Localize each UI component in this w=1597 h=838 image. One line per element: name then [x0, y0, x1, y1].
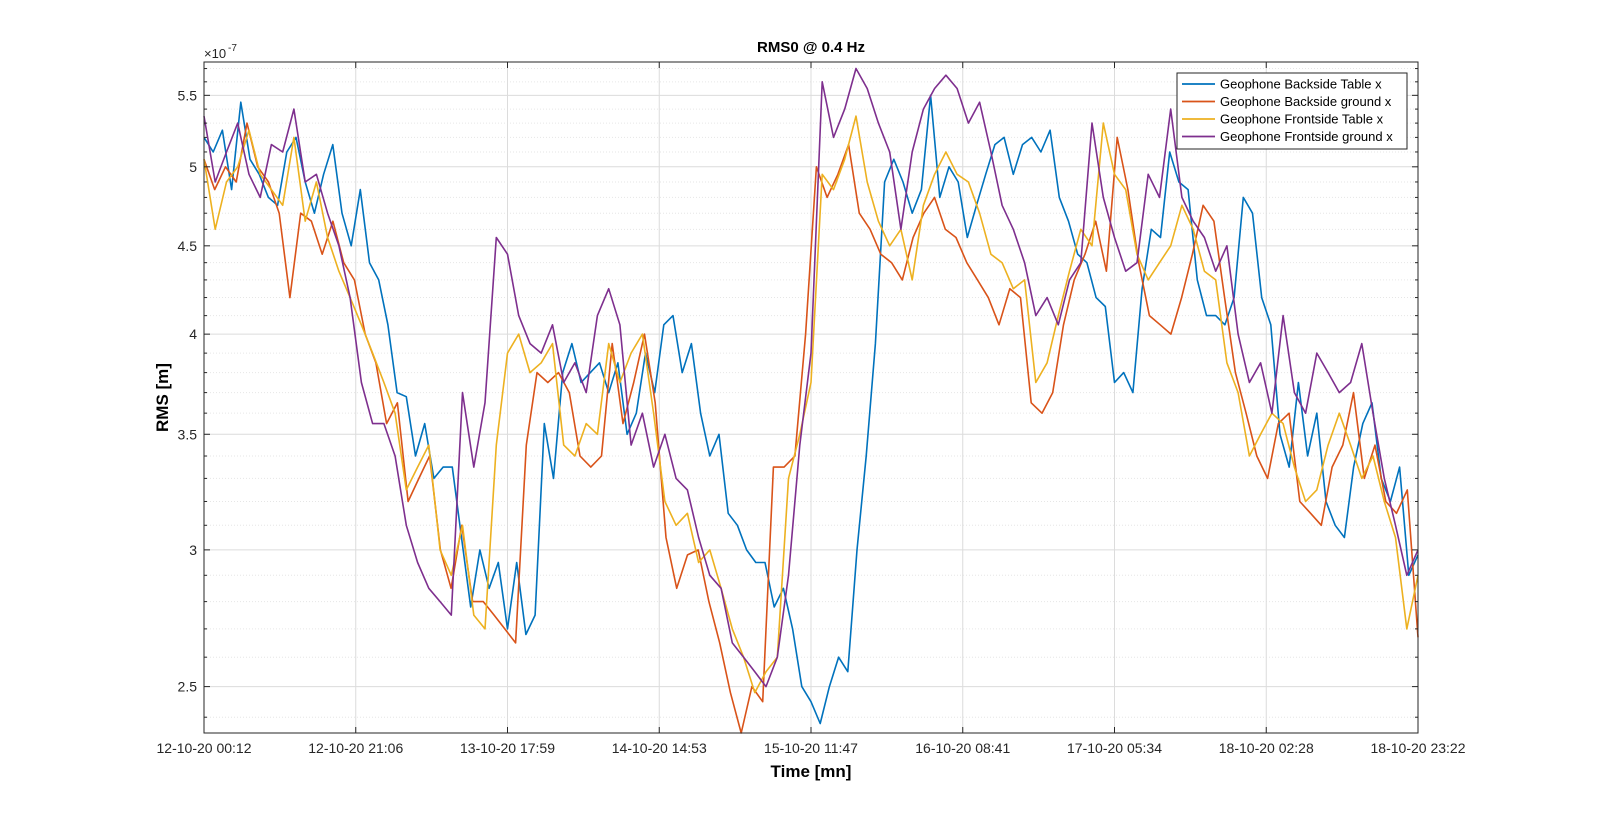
- legend: Geophone Backside Table x Geophone Backsi…: [1176, 72, 1408, 150]
- legend-label: Geophone Backside ground x: [1220, 94, 1392, 109]
- x-tick-label: 14-10-20 14:53: [612, 740, 707, 756]
- x-tick-label: 18-10-20 23:22: [1371, 740, 1466, 756]
- x-tick-label: 13-10-20 17:59: [460, 740, 555, 756]
- y-tick-label: 2.5: [178, 679, 198, 695]
- series-line-3: [203, 115, 1419, 694]
- x-tick-label: 12-10-20 21:06: [308, 740, 403, 756]
- series-line-1: [203, 94, 1419, 725]
- x-axis-label: Time [mn]: [771, 762, 852, 781]
- ticks-layer: [203, 62, 1419, 733]
- y-tick-label: 5.5: [178, 87, 198, 103]
- x-tick-label: 15-10-20 11:47: [764, 740, 858, 756]
- y-axis-label: RMS [m]: [153, 363, 172, 432]
- x-tick-label: 17-10-20 05:34: [1067, 740, 1162, 756]
- y-exponent-base: ×10: [204, 46, 226, 61]
- legend-label: Geophone Backside Table x: [1220, 77, 1382, 92]
- y-tick-label: 4: [189, 326, 197, 342]
- x-tick-labels: 12-10-20 00:12 12-10-20 21:06 13-10-20 17:…: [157, 740, 1466, 756]
- legend-label: Geophone Frontside ground x: [1220, 129, 1393, 144]
- series-layer: [203, 67, 1419, 734]
- major-grid: [204, 62, 1418, 733]
- y-tick-label: 5: [189, 159, 197, 175]
- y-tick-label: 3: [189, 542, 197, 558]
- legend-label: Geophone Frontside Table x: [1220, 112, 1384, 127]
- y-tick-label: 3.5: [178, 426, 198, 442]
- y-exponent-power: -7: [228, 43, 237, 54]
- y-tick-labels: 2.5 3 3.5 4 4.5 5 5.5: [178, 87, 198, 694]
- y-tick-label: 4.5: [178, 238, 198, 254]
- y-axis-exponent: ×10 -7: [204, 43, 237, 61]
- legend-items: Geophone Backside Table x Geophone Backsi…: [1182, 77, 1393, 144]
- legend-box: [1176, 72, 1408, 150]
- series-line-4: [203, 67, 1419, 688]
- x-tick-label: 16-10-20 08:41: [915, 740, 1010, 756]
- x-tick-label: 18-10-20 02:28: [1219, 740, 1314, 756]
- chart-title: RMS0 @ 0.4 Hz: [757, 39, 865, 56]
- x-tick-label: 12-10-20 00:12: [157, 740, 252, 756]
